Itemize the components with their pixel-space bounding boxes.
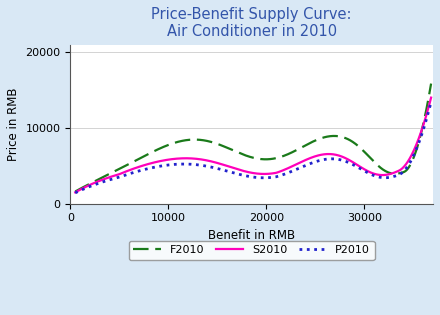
- X-axis label: Benefit in RMB: Benefit in RMB: [208, 229, 295, 242]
- Title: Price-Benefit Supply Curve:
Air Conditioner in 2010: Price-Benefit Supply Curve: Air Conditio…: [151, 7, 352, 39]
- F2010: [282, 153, 288, 157]
- Legend: F2010, S2010, P2010: F2010, S2010, P2010: [129, 241, 374, 260]
- S2010: [234, 167, 239, 171]
- Line: P2010: P2010: [75, 102, 431, 193]
- F2010: [310, 140, 315, 144]
- S2010: [310, 155, 315, 159]
- P2010: [341, 159, 346, 163]
- F2010: [136, 158, 141, 161]
- P2010: [73, 191, 78, 195]
- Y-axis label: Price in RMB: Price in RMB: [7, 87, 20, 161]
- F2010: [341, 135, 346, 139]
- S2010: [341, 155, 346, 159]
- F2010: [73, 190, 78, 193]
- S2010: [136, 165, 141, 169]
- P2010: [310, 161, 315, 164]
- P2010: [429, 100, 434, 104]
- S2010: [429, 96, 434, 100]
- Line: S2010: S2010: [75, 98, 431, 192]
- P2010: [164, 163, 169, 167]
- S2010: [282, 168, 288, 171]
- F2010: [234, 150, 239, 154]
- F2010: [164, 144, 169, 147]
- S2010: [164, 158, 169, 162]
- Line: F2010: F2010: [75, 83, 431, 192]
- P2010: [234, 172, 239, 175]
- S2010: [73, 191, 78, 194]
- P2010: [282, 172, 288, 176]
- P2010: [136, 169, 141, 173]
- F2010: [429, 82, 434, 85]
